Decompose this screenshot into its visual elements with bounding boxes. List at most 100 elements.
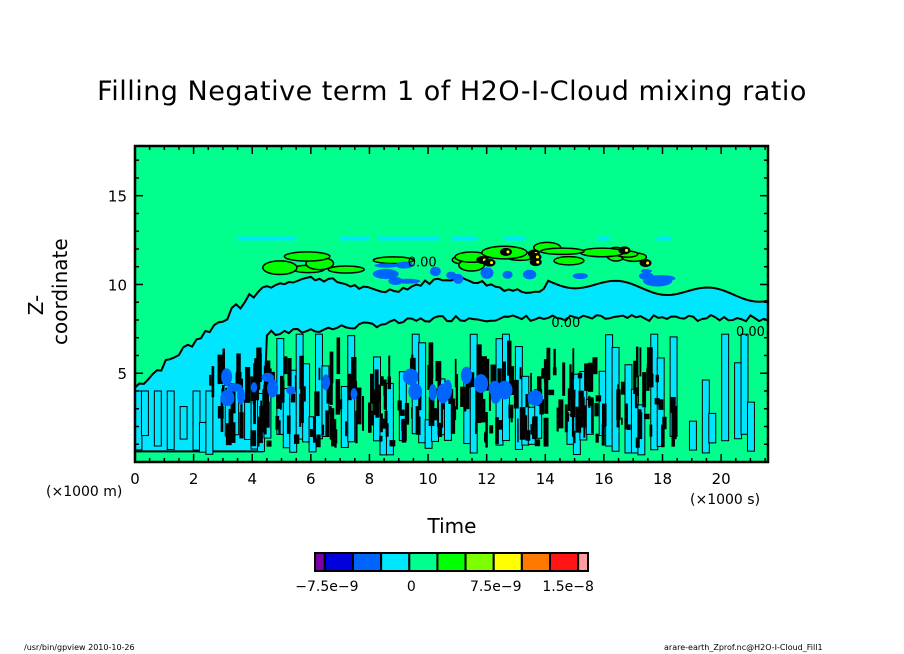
contour-streak	[299, 355, 304, 389]
contour-streak	[428, 396, 435, 427]
contour-streak	[428, 411, 433, 421]
contour-streak	[588, 395, 591, 408]
contour-streak	[373, 389, 379, 401]
contour-streak	[433, 408, 438, 421]
y-tick-label: 10	[108, 276, 127, 294]
contour-streak	[644, 413, 650, 420]
contour-streak	[544, 378, 549, 414]
contour-streak	[335, 379, 341, 415]
contour-streak	[604, 410, 606, 427]
contour-streak	[670, 397, 676, 413]
contour-streak	[577, 372, 583, 379]
y-axis-label: Z-coordinate	[24, 238, 72, 345]
contour-streak	[397, 400, 402, 411]
contour-streak	[279, 396, 284, 403]
contour-streak	[321, 424, 325, 436]
contour-streak	[536, 376, 542, 407]
contour-streak	[616, 389, 621, 420]
negative-patch	[446, 271, 457, 280]
negative-column	[153, 390, 162, 447]
contour-streak	[286, 415, 291, 434]
colorbar-swatch	[464, 552, 495, 572]
contour-streak	[436, 393, 440, 427]
contour-streak	[553, 348, 556, 375]
colorbar-tick-label: 1.5e−8	[542, 579, 594, 595]
contour-streak	[404, 403, 410, 425]
contour-streak	[217, 354, 223, 385]
negative-strip	[340, 236, 370, 241]
positive-patch	[327, 265, 365, 274]
contour-streak	[437, 368, 441, 389]
x-tick-label: 16	[594, 470, 613, 488]
negative-band-upper	[135, 275, 768, 453]
contour-streak	[637, 409, 642, 422]
contour-streak	[646, 363, 650, 376]
negative-patch	[267, 379, 279, 398]
x-tick-label: 14	[536, 470, 555, 488]
contour-streak	[275, 415, 280, 430]
contour-streak	[502, 361, 506, 398]
contour-streak	[282, 380, 285, 403]
negative-column	[708, 412, 717, 444]
negative-column	[740, 333, 749, 435]
negative-patch	[250, 382, 258, 393]
contour-streak	[278, 420, 281, 435]
contour-streak	[309, 428, 316, 437]
negative-patch	[490, 390, 501, 404]
negative-patch	[402, 368, 419, 386]
negative-patch	[428, 384, 437, 401]
negative-column	[192, 390, 201, 451]
contour-streak	[312, 416, 316, 443]
y-tick-label: 15	[108, 188, 127, 206]
negative-patch	[221, 368, 233, 386]
contour-streak	[519, 407, 526, 440]
contour-streak	[649, 424, 653, 437]
negative-column	[688, 420, 697, 451]
contour-streak	[329, 406, 332, 414]
contour-streak	[260, 400, 263, 426]
colorbar-swatch	[323, 552, 354, 572]
contour-streak	[260, 413, 266, 422]
contour-streak	[580, 415, 587, 428]
positive-peak	[535, 255, 539, 259]
negative-strip	[504, 236, 525, 241]
colorbar-tick-label: 7.5e−9	[470, 579, 522, 595]
contour-streak	[455, 374, 459, 410]
contour-streak	[532, 418, 537, 440]
contour-streak	[221, 384, 225, 394]
contour-streak	[566, 412, 570, 422]
contour-streak	[569, 364, 572, 401]
colorbar-swatch	[351, 552, 383, 572]
negative-patch	[502, 270, 513, 279]
negative-patch	[408, 383, 423, 400]
negative-patch	[236, 387, 245, 405]
positive-patch	[553, 255, 585, 266]
colorbar: −7.5e−9 0 7.5e−9 1.5e−8	[295, 552, 594, 595]
contour-streak	[634, 387, 638, 409]
negative-column	[340, 386, 349, 449]
contour-cluster	[499, 247, 512, 256]
contour-streak	[427, 364, 434, 391]
contour-streak	[351, 356, 357, 391]
contour-streak	[525, 394, 528, 408]
contour-streak	[314, 391, 320, 417]
colorbar-tick-label: −7.5e−9	[295, 579, 358, 595]
contour-streak	[586, 368, 590, 391]
y-tick-label: 5	[117, 365, 127, 383]
contour-streak	[362, 395, 365, 431]
contour-streak	[418, 389, 422, 411]
negative-column	[746, 401, 755, 452]
contour-streak	[587, 397, 594, 407]
contour-streak	[280, 375, 284, 398]
contour-streak	[399, 409, 405, 416]
contour-streak	[646, 368, 650, 391]
contour-streak	[635, 346, 639, 378]
contour-streak	[562, 362, 566, 396]
contour-streak	[257, 429, 263, 444]
contour-streak	[513, 379, 519, 409]
contour-streak	[646, 347, 653, 377]
positive-patch	[579, 247, 625, 258]
contour-streak	[338, 399, 343, 409]
negative-strip	[598, 236, 610, 241]
